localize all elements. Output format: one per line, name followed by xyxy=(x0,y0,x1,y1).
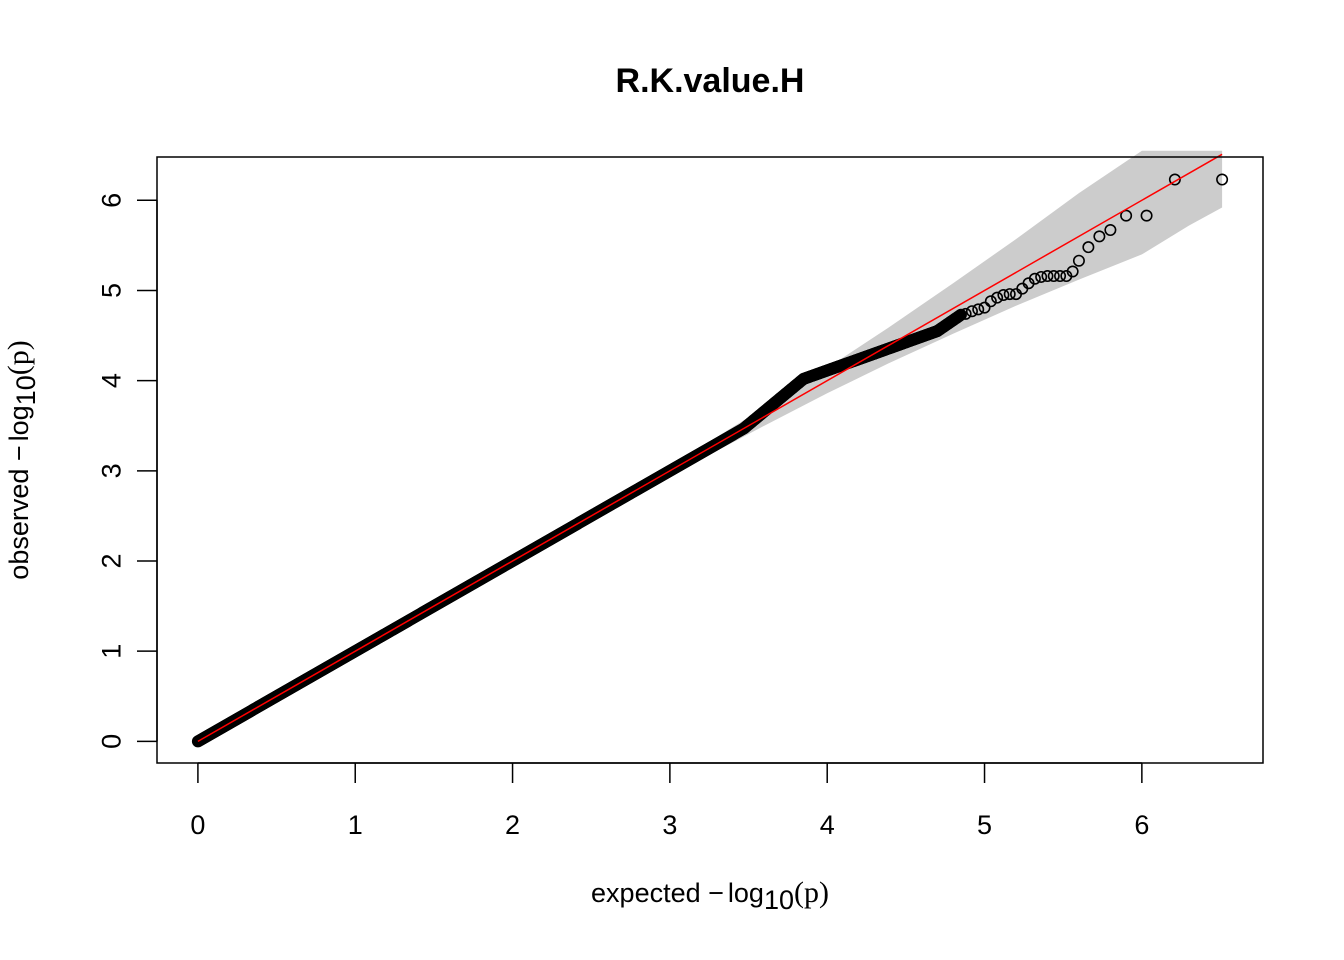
data-point xyxy=(1093,230,1106,243)
confidence-band xyxy=(701,150,1223,460)
x-tick-label: 1 xyxy=(348,810,363,840)
data-point xyxy=(1140,209,1153,222)
x-tick-label: 2 xyxy=(505,810,520,840)
data-point xyxy=(1216,173,1229,186)
data-point xyxy=(1066,265,1079,278)
data-point xyxy=(972,303,985,316)
reference-line-layer xyxy=(197,153,1223,743)
data-point xyxy=(1072,254,1085,267)
x-tick-label: 0 xyxy=(190,810,205,840)
data-point xyxy=(991,291,1004,304)
x-tick-label: 4 xyxy=(820,810,835,840)
data-point xyxy=(1120,209,1133,222)
data-points-layer xyxy=(191,173,1229,748)
y-tick-label: 6 xyxy=(96,193,126,208)
x-axis-label: expected − log10(p) xyxy=(591,876,829,915)
data-point xyxy=(1041,270,1054,283)
reference-line xyxy=(197,153,1223,743)
data-point xyxy=(1035,270,1048,283)
y-tick-label: 5 xyxy=(96,283,126,298)
y-tick-label: 0 xyxy=(96,734,126,749)
data-point xyxy=(1028,272,1041,285)
data-point xyxy=(1047,270,1060,283)
x-tick-label: 6 xyxy=(1134,810,1149,840)
data-point xyxy=(1082,241,1095,254)
data-point xyxy=(959,307,972,320)
data-point xyxy=(1003,288,1016,301)
y-axis: 0 1 2 3 4 5 6 xyxy=(96,193,158,749)
chart-title: R.K.value.H xyxy=(616,62,805,100)
confidence-band-layer xyxy=(701,150,1223,460)
y-axis-label: observed −log10(p) xyxy=(2,340,41,579)
x-tick-label: 3 xyxy=(662,810,677,840)
x-tick-label: 5 xyxy=(977,810,992,840)
data-point xyxy=(954,308,967,321)
data-point xyxy=(997,288,1010,301)
data-point xyxy=(978,301,991,314)
data-point xyxy=(1054,270,1067,283)
data-point xyxy=(965,305,978,318)
data-point xyxy=(984,295,997,308)
data-point xyxy=(1104,224,1117,237)
y-tick-label: 1 xyxy=(96,644,126,659)
y-tick-label: 4 xyxy=(96,373,126,388)
data-point xyxy=(1168,173,1181,186)
y-tick-label: 2 xyxy=(96,553,126,568)
x-axis: 0 1 2 3 4 5 6 xyxy=(190,762,1149,840)
y-tick-label: 3 xyxy=(96,463,126,478)
